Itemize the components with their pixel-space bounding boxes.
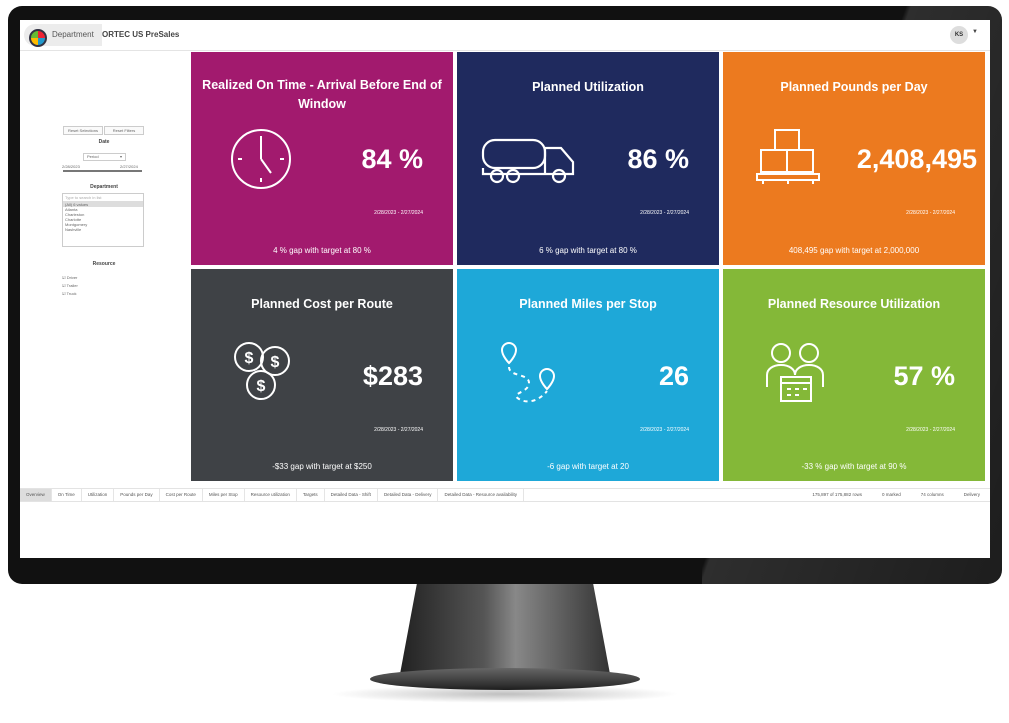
tab-overview[interactable]: Overview [20, 489, 52, 501]
checkbox-label: Trailer [66, 283, 78, 288]
reset-filters-button[interactable]: Reset Filters [104, 126, 144, 135]
kpi-gap: 6 % gap with target at 80 % [539, 245, 637, 255]
tab-detailed-delivery[interactable]: Detailed Data - Delivery [378, 489, 439, 501]
resource-heading: Resource [92, 261, 116, 267]
kpi-gap: -6 gap with target at 20 [547, 462, 629, 471]
data-table-name[interactable]: Delivery [963, 492, 980, 497]
kpi-tile-pounds[interactable]: Planned Pounds per Day 2,408,495 2/28/20… [723, 52, 985, 265]
kpi-date-range: 2/28/2023 - 2/27/2024 [906, 426, 955, 433]
tab-detailed-shift[interactable]: Detailed Data - Shift [325, 489, 378, 501]
date-to: 2/27/2024 [120, 164, 138, 169]
kpi-value: 86 % [627, 144, 689, 174]
chevron-down-icon[interactable]: ▼ [972, 29, 978, 35]
tab-cost-per-route[interactable]: Cost per Route [160, 489, 203, 501]
tab-pounds-per-day[interactable]: Pounds per Day [114, 489, 160, 501]
status-bar: 175,897 of 175,882 rows 0 marked 74 colu… [802, 489, 990, 501]
tanker-truck-icon [481, 138, 575, 184]
top-bar: Department ORTEC US PreSales KS ▼ [20, 20, 990, 51]
column-count: 74 columns [920, 492, 944, 497]
kpi-date-range: 2/28/2023 - 2/27/2024 [374, 210, 423, 216]
breadcrumb-workspace[interactable]: ORTEC US PreSales [102, 30, 180, 39]
department-search-input[interactable]: Type to search in list [63, 194, 143, 202]
kpi-title: Realized On Time - Arrival Before End of… [202, 78, 442, 111]
list-item[interactable]: Montgomery [65, 222, 88, 227]
date-range-slider[interactable] [63, 170, 142, 172]
kpi-value: 57 % [893, 360, 955, 391]
kpi-value: 84 % [361, 144, 423, 174]
kpi-value: 2,408,495 [856, 144, 977, 174]
list-item[interactable]: Atlanta [65, 207, 78, 212]
list-item[interactable]: Nashville [65, 227, 82, 232]
kpi-title: Planned Utilization [532, 80, 644, 94]
kpi-date-range: 2/28/2023 - 2/27/2024 [906, 210, 955, 216]
svg-text:$: $ [257, 378, 266, 395]
checkbox-driver[interactable]: ☑ Driver [62, 275, 78, 280]
kpi-title: Planned Cost per Route [251, 296, 393, 311]
row-count: 175,897 of 175,882 rows [812, 492, 862, 497]
monitor-stand [400, 584, 610, 674]
kpi-gap: -33 % gap with target at 90 % [801, 462, 907, 471]
checkbox-label: Truck [66, 291, 77, 296]
marked-count: 0 marked [881, 492, 901, 497]
kpi-title: Planned Resource Utilization [767, 296, 941, 311]
filter-sidebar: Reset Selections Reset Filters Date Peri… [20, 51, 188, 481]
kpi-gap: 408,495 gap with target at 2,000,000 [788, 245, 920, 255]
route-icon [500, 341, 556, 402]
date-from: 2/28/2023 [62, 164, 80, 169]
kpi-title: Planned Pounds per Day [780, 80, 928, 94]
kpi-tile-miles[interactable]: Planned Miles per Stop 26 2/28/2023 - 2/… [457, 268, 719, 481]
reset-selections-button[interactable]: Reset Selections [63, 126, 103, 135]
checkbox-truck[interactable]: ☑ Truck [62, 291, 77, 296]
people-calendar-icon [766, 342, 824, 402]
period-value: Period [87, 154, 99, 159]
list-item[interactable]: (All) 6 values [63, 202, 143, 207]
kpi-date-range: 2/28/2023 - 2/27/2024 [374, 426, 423, 433]
date-heading: Date [98, 139, 110, 145]
stand-shadow [330, 685, 680, 703]
kpi-tile-resource[interactable]: Planned Resource Utilization 57 % 2/28/2… [723, 268, 985, 481]
avatar[interactable]: KS [950, 26, 968, 44]
kpi-gap: -$33 gap with target at $250 [272, 462, 372, 471]
breadcrumb-label: Department [52, 30, 94, 39]
svg-text:$: $ [271, 354, 280, 371]
tab-utilization[interactable]: Utilization [82, 489, 115, 501]
screen: Department ORTEC US PreSales KS ▼ Reset … [20, 20, 990, 558]
department-list[interactable]: Type to search in list (All) 6 values At… [62, 193, 144, 247]
coins-icon: $ $$ [234, 341, 290, 400]
list-item[interactable]: Charlotte [65, 217, 82, 222]
kpi-grid: Realized On Time - Arrival Before End of… [191, 52, 985, 481]
chevron-down-icon: ▾ [119, 154, 122, 159]
tab-detailed-resource[interactable]: Detailed Data - Resource availability [438, 489, 525, 501]
kpi-gap: 4 % gap with target at 80 % [273, 245, 371, 255]
tab-targets[interactable]: Targets [297, 489, 325, 501]
page-tabs: Overview On Time Utilization Pounds per … [20, 488, 990, 502]
checkbox-label: Driver [66, 275, 78, 280]
tab-on-time[interactable]: On Time [52, 489, 82, 501]
svg-text:$: $ [245, 350, 254, 367]
app-logo-icon [29, 29, 47, 47]
pallet-boxes-icon [756, 129, 820, 184]
tab-miles-per-stop[interactable]: Miles per Stop [203, 489, 245, 501]
breadcrumb-department[interactable]: Department [24, 24, 102, 47]
department-heading: Department [90, 184, 118, 190]
clock-icon [231, 129, 291, 189]
kpi-value: $283 [362, 360, 423, 391]
list-item[interactable]: Charleston [65, 212, 85, 217]
kpi-tile-utilization[interactable]: Planned Utilization 86 % 2/28/2023 - 2/2… [457, 52, 719, 265]
kpi-value: 26 [658, 360, 689, 391]
resource-checkboxes: ☑ Driver ☑ Trailer ☑ Truck [62, 274, 78, 298]
period-dropdown[interactable]: Period ▾ [83, 153, 126, 161]
kpi-date-range: 2/28/2023 - 2/27/2024 [640, 426, 689, 433]
tab-resource-utilization[interactable]: Resource utilization [245, 489, 297, 501]
kpi-title: Planned Miles per Stop [519, 296, 657, 311]
kpi-tile-cost[interactable]: Planned Cost per Route $ $ $ $283 2/28/202… [191, 268, 453, 481]
kpi-date-range: 2/28/2023 - 2/27/2024 [640, 210, 689, 216]
kpi-tile-on-time[interactable]: Realized On Time - Arrival Before End of… [191, 52, 453, 265]
monitor-base [370, 668, 640, 690]
checkbox-trailer[interactable]: ☑ Trailer [62, 283, 78, 288]
